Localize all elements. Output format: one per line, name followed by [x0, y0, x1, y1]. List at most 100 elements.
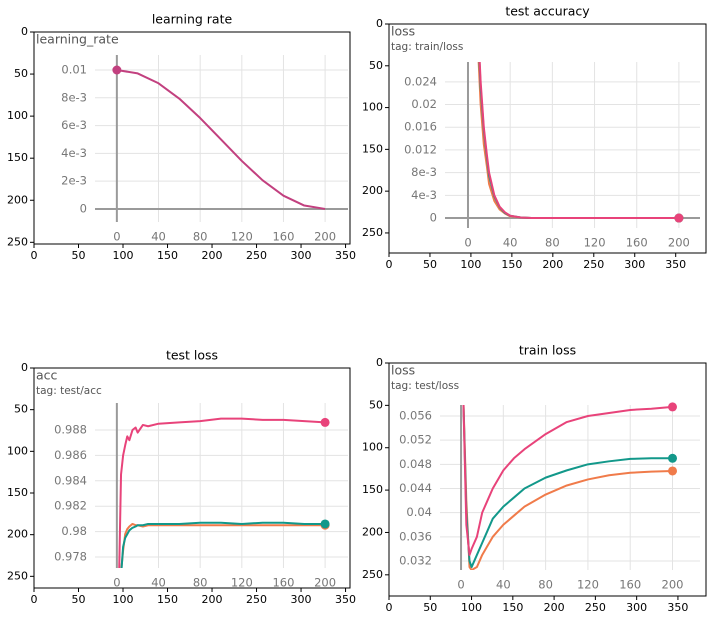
- inner-x-tick-label: 0: [113, 576, 120, 590]
- y-tick-label: 200: [362, 184, 383, 197]
- image-background: [389, 363, 706, 596]
- y-tick-label: 150: [362, 483, 383, 496]
- y-tick-label: 50: [14, 67, 28, 80]
- y-tick-label: 100: [362, 441, 383, 454]
- panel-tag: tag: test/acc: [36, 385, 102, 397]
- inner-y-tick-label: 0.978: [54, 549, 87, 563]
- x-tick-label: 300: [291, 593, 312, 606]
- x-tick-label: 350: [665, 258, 686, 271]
- y-tick-label: 250: [7, 569, 28, 582]
- inner-x-tick-label: 200: [314, 576, 336, 590]
- inner-y-tick-label: 0.036: [399, 529, 432, 543]
- inner-y-tick-label: 0.04: [406, 505, 432, 519]
- x-tick-label: 150: [501, 258, 522, 271]
- inner-x-tick-label: 80: [545, 236, 560, 250]
- inner-x-tick-label: 120: [231, 576, 253, 590]
- panel-title: test loss: [166, 348, 218, 363]
- x-tick-label: 100: [461, 601, 482, 614]
- inner-y-tick-label: 0.98: [61, 524, 87, 538]
- x-tick-label: 100: [113, 593, 134, 606]
- inner-x-tick-label: 80: [538, 578, 553, 592]
- panel-title: learning rate: [152, 12, 233, 27]
- y-tick-label: 200: [7, 528, 28, 541]
- x-tick-label: 100: [113, 249, 134, 262]
- inner-y-tick-label: 0.052: [399, 433, 432, 447]
- inner-y-tick-label: 0.986: [54, 448, 87, 462]
- inner-y-tick-label: 0.01: [61, 63, 87, 77]
- x-tick-label: 100: [460, 258, 481, 271]
- series-dot: [668, 402, 678, 412]
- x-tick-label: 0: [386, 258, 393, 271]
- y-tick-label: 250: [7, 235, 28, 248]
- series-line: [116, 69, 326, 210]
- series-dot: [668, 466, 678, 476]
- x-tick-label: 50: [423, 601, 437, 614]
- series-dot: [674, 213, 684, 223]
- inner-x-tick-label: 80: [193, 230, 208, 244]
- y-tick-label: 100: [362, 101, 383, 114]
- y-tick-label: 150: [7, 151, 28, 164]
- axes-frame: [33, 31, 351, 245]
- x-tick-label: 150: [157, 249, 178, 262]
- inner-y-tick-label: 0.048: [399, 457, 432, 471]
- inner-y-tick-label: 0: [80, 201, 87, 215]
- inner-y-tick-label: 0.988: [54, 423, 87, 437]
- panel-tag: tag: test/loss: [391, 380, 459, 392]
- x-tick-label: 200: [202, 593, 223, 606]
- inner-x-tick-label: 40: [503, 236, 518, 250]
- inner-x-tick-label: 40: [151, 576, 166, 590]
- y-tick-label: 250: [362, 226, 383, 239]
- x-tick-label: 50: [72, 593, 86, 606]
- y-tick-label: 100: [7, 444, 28, 457]
- inner-x-tick-label: 120: [584, 236, 606, 250]
- inner-x-tick-label: 200: [314, 230, 336, 244]
- inner-y-tick-label: 0.024: [404, 74, 437, 88]
- series-line: [118, 417, 326, 568]
- inner-x-tick-label: 40: [151, 230, 166, 244]
- x-tick-label: 300: [626, 601, 647, 614]
- image-background: [389, 24, 706, 253]
- panel-title: train loss: [519, 343, 576, 358]
- x-tick-label: 0: [31, 249, 38, 262]
- series-dot: [320, 519, 330, 529]
- plot-area: [116, 69, 326, 210]
- inner-x-tick-label: 160: [272, 576, 294, 590]
- series-line: [120, 521, 326, 568]
- panel-label: loss: [391, 24, 415, 39]
- inner-y-tick-label: 0.982: [54, 499, 87, 513]
- inner-x-tick-label: 160: [272, 230, 294, 244]
- x-tick-label: 50: [423, 258, 437, 271]
- inner-x-tick-label: 160: [626, 236, 648, 250]
- inner-x-tick-label: 160: [619, 578, 641, 592]
- y-tick-label: 150: [7, 486, 28, 499]
- axes-frame: [388, 362, 707, 597]
- inner-y-tick-label: 0.056: [399, 408, 432, 422]
- series-dot: [320, 417, 330, 427]
- inner-y-tick-label: 8e-3: [61, 90, 87, 104]
- inner-x-tick-label: 200: [668, 236, 690, 250]
- x-tick-label: 250: [246, 593, 267, 606]
- x-tick-label: 150: [157, 593, 178, 606]
- inner-y-tick-label: 6e-3: [61, 118, 87, 132]
- x-tick-label: 350: [667, 601, 688, 614]
- series-dot: [668, 453, 678, 463]
- series-dot: [112, 65, 122, 75]
- inner-x-tick-label: 80: [193, 576, 208, 590]
- image-background: [34, 368, 350, 588]
- inner-x-tick-label: 0: [457, 578, 464, 592]
- x-tick-label: 200: [202, 249, 223, 262]
- x-tick-label: 250: [585, 601, 606, 614]
- inner-y-tick-label: 0.032: [399, 553, 432, 567]
- inner-y-tick-label: 4e-3: [411, 188, 437, 202]
- series-line: [120, 522, 326, 568]
- y-tick-label: 0: [21, 361, 28, 374]
- x-tick-label: 250: [583, 258, 604, 271]
- plot-area: [118, 417, 326, 568]
- inner-x-tick-label: 120: [231, 230, 253, 244]
- y-tick-label: 200: [362, 525, 383, 538]
- inner-y-tick-label: 0.044: [399, 481, 432, 495]
- panel-label: acc: [36, 368, 58, 383]
- axes-frame: [33, 367, 351, 589]
- inner-y-tick-label: 2e-3: [61, 174, 87, 188]
